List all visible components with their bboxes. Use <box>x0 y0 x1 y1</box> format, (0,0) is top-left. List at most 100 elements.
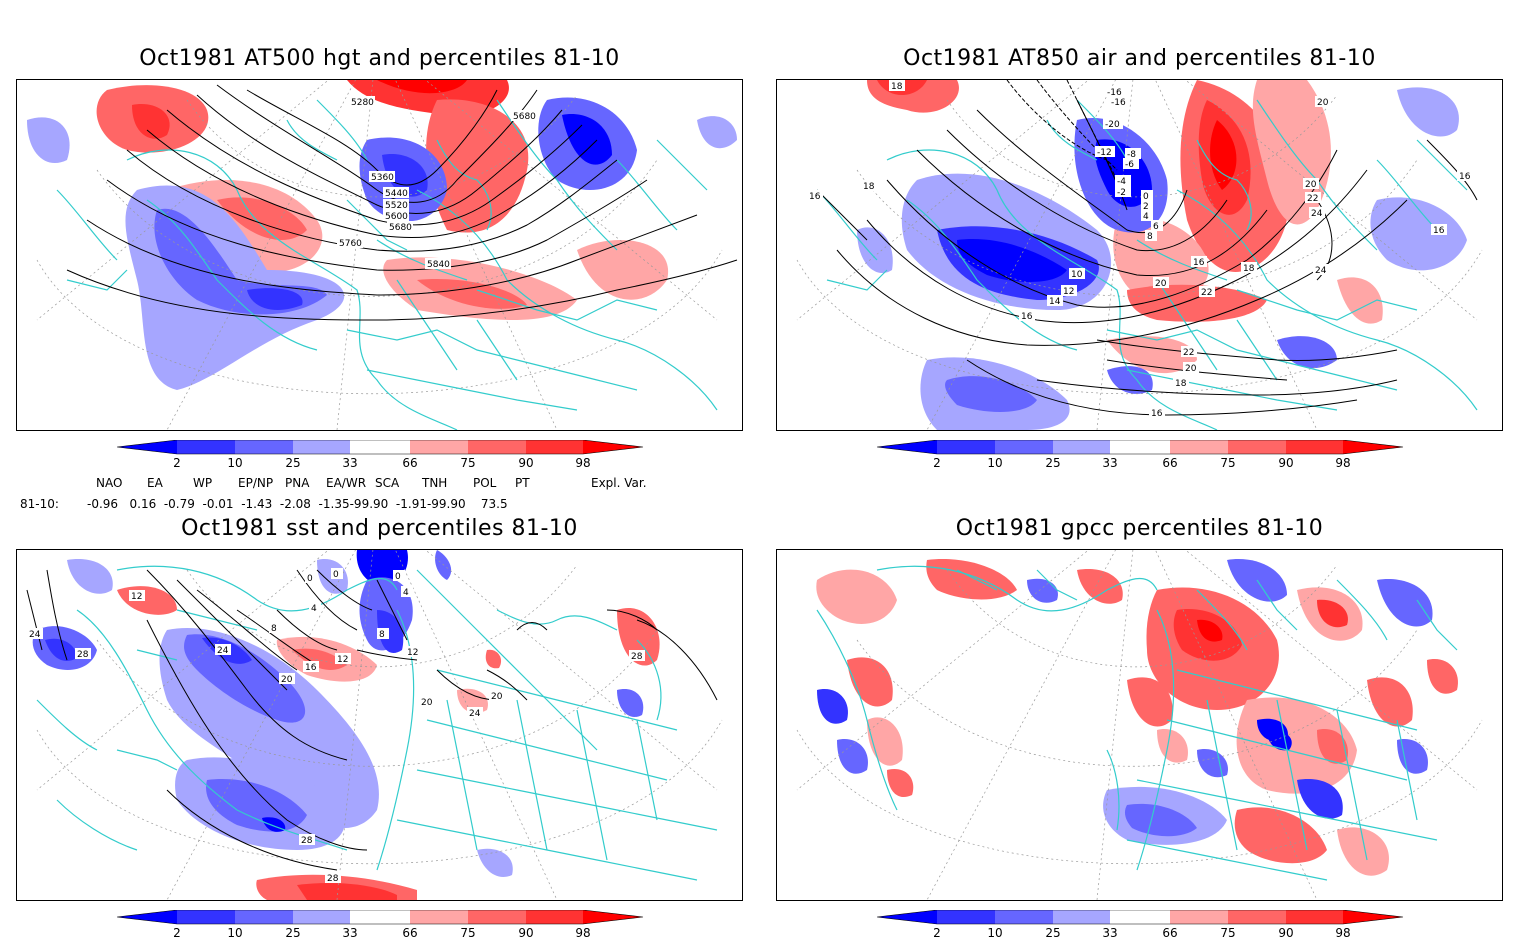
colorbar-bottom-left: 2 10 25 33 66 75 90 98 <box>117 910 647 946</box>
coastlines <box>816 99 1478 430</box>
percentile-shading <box>32 550 660 900</box>
contour-labels: 18 -16 -16 -20 -12 -8 -6 -4 -2 0 2 4 6 8… <box>807 80 1473 419</box>
map-air850: 18 -16 -16 -20 -12 -8 -6 -4 -2 0 2 4 6 8… <box>796 80 1483 430</box>
svg-text:16: 16 <box>1193 258 1205 268</box>
svg-text:22: 22 <box>1201 288 1212 298</box>
svg-text:6: 6 <box>1153 222 1159 232</box>
svg-text:2: 2 <box>1143 202 1149 212</box>
svg-text:8: 8 <box>1147 232 1153 242</box>
svg-text:18: 18 <box>863 182 875 192</box>
svg-text:28: 28 <box>301 836 313 846</box>
lat-lon-grid <box>796 550 1483 900</box>
svg-text:5680: 5680 <box>513 112 536 122</box>
svg-text:20: 20 <box>1155 279 1167 289</box>
svg-text:20: 20 <box>1317 98 1329 108</box>
svg-text:-4: -4 <box>1117 177 1126 187</box>
svg-text:5440: 5440 <box>385 189 408 199</box>
svg-text:16: 16 <box>1459 172 1471 182</box>
svg-text:0: 0 <box>1143 192 1149 202</box>
svg-text:4: 4 <box>1143 212 1149 222</box>
map-panel-gpcc <box>776 549 1503 901</box>
panel-title-hgt500: Oct1981 AT500 hgt and percentiles 81-10 <box>139 46 620 71</box>
index-header-expl-var: Expl. Var. <box>591 476 647 490</box>
svg-text:4: 4 <box>403 588 409 598</box>
lat-lon-grid <box>36 550 723 900</box>
svg-text:18: 18 <box>1243 264 1255 274</box>
svg-text:20: 20 <box>491 692 503 702</box>
index-header-ea: EA <box>147 476 163 490</box>
map-sst: 12 0 0 0 4 4 8 8 12 12 16 20 24 24 28 28… <box>26 550 723 900</box>
svg-text:5840: 5840 <box>427 260 450 270</box>
svg-text:-6: -6 <box>1125 160 1134 170</box>
svg-text:5600: 5600 <box>385 212 408 222</box>
percentile-shading <box>27 80 737 390</box>
contour-labels: 12 0 0 0 4 4 8 8 12 12 16 20 24 24 28 28… <box>27 568 645 884</box>
svg-text:24: 24 <box>29 630 41 640</box>
index-header-sca: SCA <box>375 476 400 490</box>
map-panel-hgt500: 5280 5680 5360 5440 5520 5600 5680 5760 … <box>16 79 743 431</box>
svg-text:12: 12 <box>1063 287 1074 297</box>
svg-text:12: 12 <box>131 592 142 602</box>
coastlines <box>56 99 718 430</box>
index-header-pna: PNA <box>285 476 310 490</box>
map-panel-air850: 18 -16 -16 -20 -12 -8 -6 -4 -2 0 2 4 6 8… <box>776 79 1503 431</box>
colorbar-bottom-right: 2 10 25 33 66 75 90 98 <box>877 910 1407 946</box>
index-header-pol: POL <box>473 476 497 490</box>
svg-text:-8: -8 <box>1127 150 1136 160</box>
sst-contours <box>26 569 718 871</box>
contour-labels: 5280 5680 5360 5440 5520 5600 5680 5760 … <box>337 96 537 270</box>
svg-text:18: 18 <box>1175 379 1187 389</box>
svg-text:22: 22 <box>1307 194 1318 204</box>
index-header-epnp: EP/NP <box>238 476 274 490</box>
svg-text:5360: 5360 <box>371 173 394 183</box>
svg-text:20: 20 <box>421 698 433 708</box>
svg-text:16: 16 <box>1021 312 1033 322</box>
coastlines <box>816 565 1458 881</box>
svg-text:5680: 5680 <box>389 223 412 233</box>
svg-text:0: 0 <box>333 570 339 580</box>
svg-text:0: 0 <box>307 574 313 584</box>
svg-text:22: 22 <box>1183 348 1194 358</box>
svg-text:18: 18 <box>891 82 903 92</box>
percentile-shading <box>816 559 1458 876</box>
svg-text:14: 14 <box>1049 297 1061 307</box>
svg-text:5520: 5520 <box>385 201 408 211</box>
svg-text:-16: -16 <box>1107 88 1122 98</box>
svg-text:0: 0 <box>395 572 401 582</box>
svg-text:24: 24 <box>1311 209 1323 219</box>
colorbar-top-left: 2 10 25 33 66 75 90 98 <box>117 440 647 476</box>
map-panel-sst: 12 0 0 0 4 4 8 8 12 12 16 20 24 24 28 28… <box>16 549 743 901</box>
svg-text:8: 8 <box>271 624 277 634</box>
index-header-eawr: EA/WR <box>326 476 367 490</box>
index-header-tnh: TNH <box>422 476 448 490</box>
index-header-nao: NAO <box>96 476 123 490</box>
svg-text:-16: -16 <box>1111 98 1126 108</box>
svg-text:20: 20 <box>1305 180 1317 190</box>
svg-text:28: 28 <box>327 874 339 884</box>
svg-text:-2: -2 <box>1117 188 1126 198</box>
svg-text:-12: -12 <box>1097 148 1112 158</box>
svg-text:24: 24 <box>469 709 481 719</box>
index-row-values: -0.96 0.16 -0.79 -0.01 -1.43 -2.08 -1.35… <box>87 497 508 511</box>
svg-text:8: 8 <box>379 630 385 640</box>
svg-text:5280: 5280 <box>351 98 374 108</box>
svg-text:24: 24 <box>217 646 229 656</box>
index-row-label: 81-10: <box>20 497 59 511</box>
svg-text:16: 16 <box>809 192 821 202</box>
svg-text:16: 16 <box>1151 409 1163 419</box>
index-header-pt: PT <box>515 476 530 490</box>
panel-title-sst: Oct1981 sst and percentiles 81-10 <box>181 516 578 541</box>
svg-text:5760: 5760 <box>339 239 362 249</box>
index-header-wp: WP <box>193 476 213 490</box>
svg-text:28: 28 <box>631 652 643 662</box>
svg-text:28: 28 <box>77 650 89 660</box>
map-gpcc <box>796 550 1483 900</box>
svg-text:20: 20 <box>1185 364 1197 374</box>
svg-text:-20: -20 <box>1105 120 1120 130</box>
svg-text:16: 16 <box>305 663 317 673</box>
colorbar-top-right: 2 10 25 33 66 75 90 98 <box>877 440 1407 476</box>
svg-text:12: 12 <box>407 648 418 658</box>
svg-text:20: 20 <box>281 675 293 685</box>
panel-title-air850: Oct1981 AT850 air and percentiles 81-10 <box>903 46 1376 71</box>
svg-text:10: 10 <box>1071 270 1083 280</box>
